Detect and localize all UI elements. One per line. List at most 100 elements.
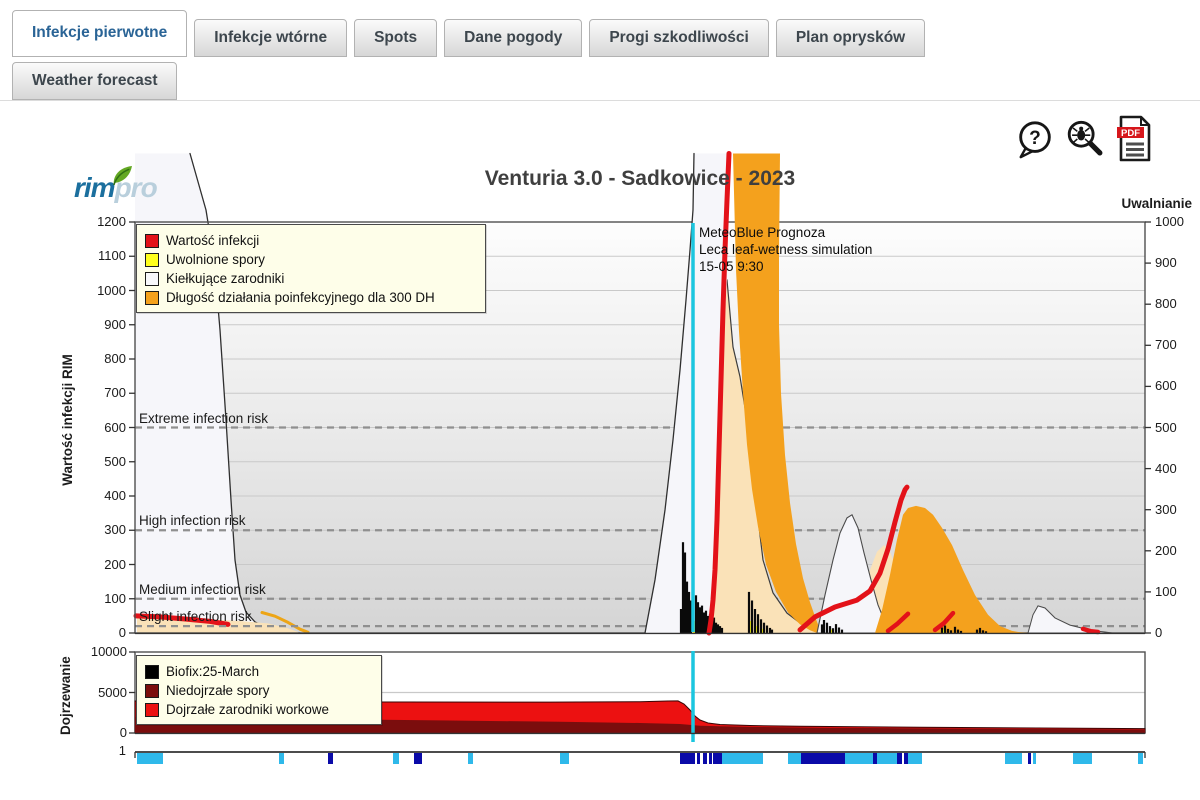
legend-label: Długość działania poinfekcyjnego dla 300… — [166, 290, 435, 305]
risk-label-medium-infection-risk: Medium infection risk — [139, 581, 266, 597]
right-axis-title: Uwalnianie — [1121, 196, 1192, 211]
legend-swatch — [145, 233, 159, 248]
left-axis-tick-1000: 1000 — [97, 282, 126, 298]
tab-weather-forecast[interactable]: Weather forecast — [12, 62, 178, 100]
legend-swatch — [145, 271, 159, 286]
tab-plan-oprysk-w[interactable]: Plan oprysków — [775, 19, 926, 57]
wetness-bar — [801, 753, 845, 764]
tab-row-2: Weather forecast — [0, 62, 1200, 100]
left-axis-tick-600: 600 — [104, 419, 126, 435]
left-axis-tick-500: 500 — [104, 453, 126, 469]
risk-label-slight-infection-risk: Slight infection risk — [139, 609, 252, 625]
wetness-bar — [1073, 753, 1092, 764]
left-axis-tick-900: 900 — [104, 316, 126, 332]
legend-item: Dojrzałe zarodniki workowe — [145, 700, 371, 719]
legend-item: Kiełkujące zarodniki — [145, 269, 475, 288]
wetness-bar — [680, 753, 695, 764]
maturation-axis-title: Dojrzewanie — [58, 656, 73, 735]
left-axis-tick-100: 100 — [104, 590, 126, 606]
forecast-annotation: MeteoBlue Prognoza Leca leaf-wetness simu… — [699, 224, 872, 275]
right-axis-tick-500: 500 — [1155, 419, 1177, 435]
wetness-bar — [1005, 753, 1022, 764]
help-button[interactable]: ? — [1014, 118, 1056, 165]
right-axis-tick-800: 800 — [1155, 296, 1177, 312]
legend-label: Kiełkujące zarodniki — [166, 271, 285, 286]
wetness-bar — [897, 753, 902, 764]
tab-infekcje-pierwotne[interactable]: Infekcje pierwotne — [12, 10, 188, 57]
tab-spots[interactable]: Spots — [354, 19, 438, 57]
immature-spores — [135, 717, 1145, 733]
risk-label-extreme-infection-risk: Extreme infection risk — [139, 410, 269, 426]
rim-infection-curve-1 — [706, 151, 732, 636]
wetness-bar — [279, 753, 284, 764]
legend-label: Dojrzałe zarodniki workowe — [166, 702, 329, 717]
right-axis-tick-1000: 1000 — [1155, 214, 1184, 229]
wetness-bar — [137, 753, 163, 764]
leaf-icon — [108, 159, 137, 194]
legend-swatch — [145, 252, 159, 267]
wetness-bar — [709, 753, 712, 764]
tab-dane-pogody[interactable]: Dane pogody — [444, 19, 583, 57]
rim-infection-dash-b — [932, 610, 956, 633]
legend-swatch — [145, 290, 159, 305]
rim-infection-curve-2 — [797, 484, 910, 633]
germinating-spores-center — [645, 153, 728, 633]
annotation-line: MeteoBlue Prognoza — [699, 225, 826, 240]
wetness-bar — [468, 753, 473, 764]
wetness-bar — [560, 753, 569, 764]
postinfection-band-main — [733, 153, 822, 633]
right-axis-tick-300: 300 — [1155, 501, 1177, 517]
wetness-strip-tick: 1 — [118, 743, 126, 758]
wetness-bar — [703, 753, 707, 764]
wetness-bar — [908, 753, 922, 764]
legend-item: Wartość infekcji — [145, 231, 475, 250]
annotation-line: 15-05 9:30 — [699, 259, 764, 274]
wetness-bar — [722, 753, 763, 764]
right-axis-tick-400: 400 — [1155, 460, 1177, 476]
left-axis-tick-200: 200 — [104, 556, 126, 572]
left-axis-tick-0: 0 — [118, 625, 126, 640]
maturation-axis-tick-5000: 5000 — [98, 684, 127, 700]
left-axis-tick-1200: 1200 — [97, 214, 126, 229]
legend-label: Biofix:25-March — [166, 664, 260, 679]
left-axis-tick-1100: 1100 — [98, 248, 126, 264]
infection-value-april — [133, 613, 231, 627]
left-axis-title: Wartość infekcji RIM — [60, 354, 75, 486]
wetness-bar — [1028, 753, 1031, 764]
rim-infection-dash-a — [885, 611, 911, 634]
pdf-label: PDF — [1121, 128, 1140, 139]
logo-text-rim: rim — [74, 172, 116, 203]
left-axis-tick-400: 400 — [104, 488, 126, 503]
help-glyph: ? — [1029, 128, 1041, 149]
legend-label: Niedojrzałe spory — [166, 683, 270, 698]
inspect-button[interactable] — [1063, 117, 1107, 166]
pdf-export-button[interactable]: PDF — [1114, 114, 1154, 169]
maturation-chart-legend: Biofix:25-March Niedojrzałe spory Dojrzałe… — [136, 655, 382, 725]
tab-infekcje-wt-rne[interactable]: Infekcje wtórne — [194, 19, 348, 57]
wetness-bar — [1033, 753, 1036, 764]
chart-title: Venturia 3.0 - Sadkowice - 2023 — [484, 167, 796, 190]
legend-label: Wartość infekcji — [166, 233, 260, 248]
tab-progi-szkodliwo-ci[interactable]: Progi szkodliwości — [589, 19, 769, 57]
legend-item: Biofix:25-March — [145, 662, 371, 681]
right-axis-tick-0: 0 — [1155, 625, 1163, 640]
wetness-bar — [904, 753, 908, 764]
pdf-export-icon: PDF — [1117, 115, 1151, 162]
maturation-axis-tick-10000: 10000 — [90, 644, 127, 659]
rimpro-logo: rimpro — [74, 166, 158, 204]
wetness-bar — [697, 753, 700, 764]
legend-swatch — [145, 664, 159, 679]
tab-row-1: Infekcje pierwotne Infekcje wtórne Spots Da… — [0, 10, 1200, 57]
germinating-spores-small — [1027, 605, 1113, 634]
wetness-bar — [873, 753, 877, 764]
magnifier-bug-icon — [1067, 120, 1103, 156]
postinfection-left — [137, 617, 300, 633]
right-axis-tick-600: 600 — [1155, 378, 1177, 394]
header-divider — [0, 100, 1200, 101]
wetness-bar — [845, 753, 873, 764]
legend-label: Uwolnione spory — [166, 252, 265, 267]
legend-item: Uwolnione spory — [145, 250, 475, 269]
annotation-line: Leca leaf-wetness simulation — [699, 242, 873, 257]
